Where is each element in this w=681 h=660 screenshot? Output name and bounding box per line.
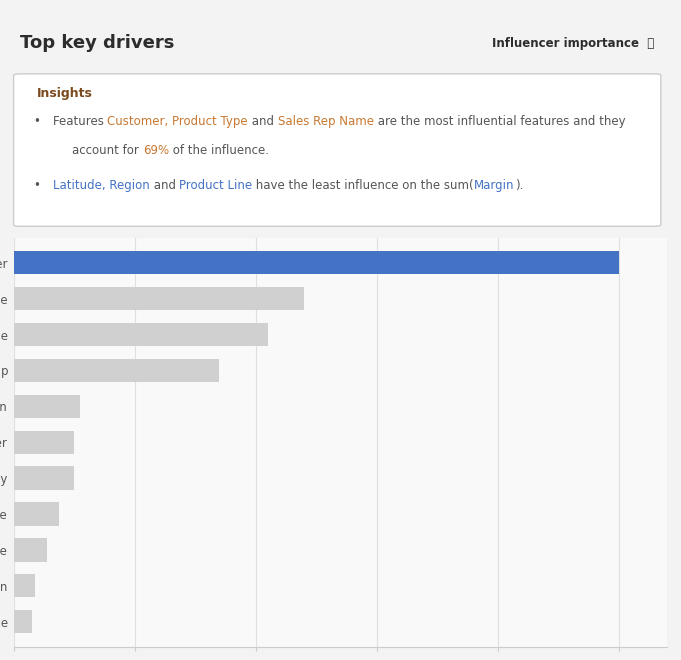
Text: and: and: [150, 179, 179, 191]
Text: ).: ).: [515, 179, 523, 191]
Text: of the influence.: of the influence.: [169, 144, 269, 156]
Text: Latitude, Region: Latitude, Region: [53, 179, 150, 191]
Bar: [14, 502, 59, 525]
Bar: [14, 359, 219, 382]
Bar: [14, 395, 80, 418]
Text: account for: account for: [72, 144, 143, 156]
Text: Features: Features: [53, 115, 108, 128]
Text: Influencer importance  ⓘ: Influencer importance ⓘ: [492, 37, 654, 50]
Bar: [14, 574, 35, 597]
FancyBboxPatch shape: [14, 74, 661, 226]
Text: Insights: Insights: [37, 86, 93, 100]
Bar: [14, 610, 32, 634]
Text: and: and: [248, 115, 278, 128]
Text: Top key drivers: Top key drivers: [20, 34, 174, 52]
Bar: [14, 430, 74, 454]
Text: Product Line: Product Line: [179, 179, 253, 191]
Text: 69%: 69%: [143, 144, 169, 156]
Text: have the least influence on the sum(: have the least influence on the sum(: [253, 179, 474, 191]
Text: •: •: [33, 115, 40, 128]
Bar: [14, 323, 268, 346]
Bar: [14, 538, 47, 562]
Bar: [14, 467, 74, 490]
Bar: [14, 251, 619, 275]
Text: •: •: [33, 179, 40, 191]
Text: Margin: Margin: [474, 179, 515, 191]
Text: Customer, Product Type: Customer, Product Type: [108, 115, 248, 128]
Bar: [14, 287, 304, 310]
Text: Sales Rep Name: Sales Rep Name: [278, 115, 374, 128]
Text: are the most influential features and they: are the most influential features and th…: [374, 115, 625, 128]
